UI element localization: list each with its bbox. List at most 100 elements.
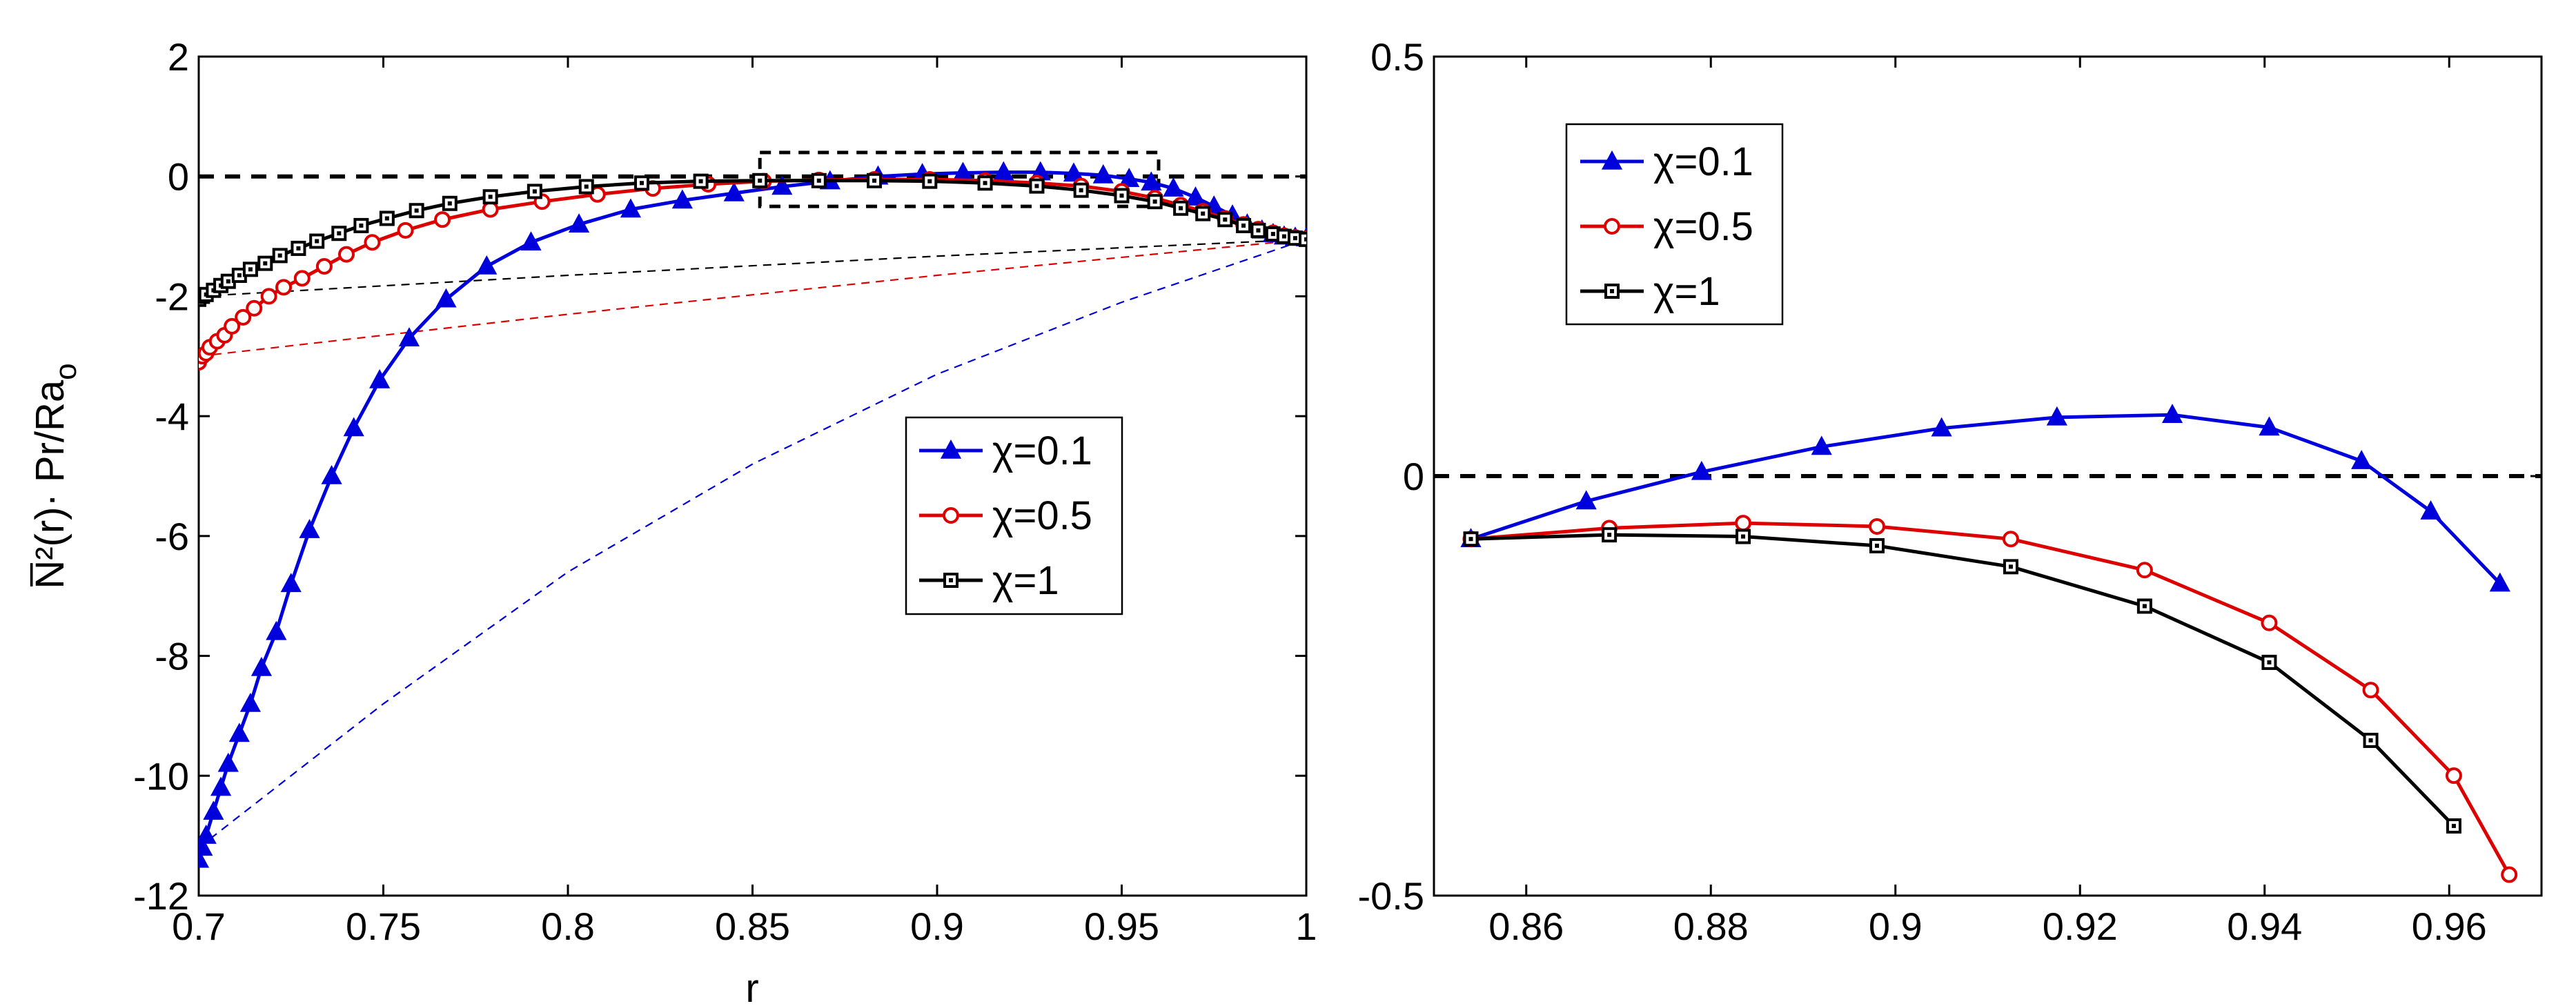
- right-data-point-chi-0-5: [2362, 682, 2379, 699]
- left-data-point-chi-0-1: [435, 288, 457, 308]
- right-data-point-chi-1-center: [1468, 537, 1473, 542]
- left-data-point-chi-0-1: [1185, 186, 1206, 206]
- left-y-axis-label: N̅²(r)· Pr/Rao: [28, 363, 83, 589]
- left-data-point-chi-0-1: [239, 693, 261, 712]
- left-thin-dashed-line-chi-1: [199, 238, 1306, 297]
- left-y-axis-label-subscript: o: [49, 363, 83, 379]
- left-data-point-chi-1-center: [1119, 193, 1124, 198]
- left-y-tick-label: -6: [155, 515, 189, 558]
- left-data-point-chi-0-5: [364, 234, 381, 251]
- right-legend: χ=0.1 χ=0.5 χ=1: [1565, 123, 1784, 326]
- left-data-point-chi-0-1: [280, 573, 302, 593]
- left-data-point-chi-0-5: [434, 211, 451, 228]
- left-x-tick-label: 0.9: [910, 905, 964, 948]
- right-legend-label-chi-0-5: χ=0.5: [1653, 204, 1753, 249]
- left-data-point-chi-0-1: [228, 722, 250, 742]
- left-chart-panel: 0.7 0.75 0.8 0.85 0.9 0.95 1 2 0 -2 -4 -6 -8 -10 -12 r…: [28, 35, 1317, 1006]
- right-data-point-chi-0-1: [2161, 404, 2183, 423]
- left-x-tick-label: 0.8: [541, 905, 595, 948]
- right-legend-label-chi-1: χ=1: [1653, 269, 1720, 314]
- left-data-point-chi-1-center: [698, 179, 703, 184]
- left-data-point-chi-1-center: [1179, 206, 1183, 210]
- left-y-tick-label: -10: [133, 754, 189, 798]
- right-data-point-chi-0-1: [1575, 490, 1597, 510]
- left-data-point-chi-1-center: [1079, 188, 1083, 193]
- left-data-point-chi-1-center: [315, 239, 319, 244]
- left-data-point-chi-0-5: [275, 279, 293, 296]
- left-data-point-chi-1-center: [1223, 217, 1228, 222]
- right-data-point-chi-0-5: [2261, 614, 2278, 631]
- left-thin-dashed-curves: [199, 238, 1306, 849]
- left-data-point-chi-0-1: [1063, 162, 1085, 182]
- left-data-point-chi-1-center: [758, 178, 763, 183]
- right-data-series: [1460, 404, 2518, 883]
- left-legend-label-chi-1: χ=1: [992, 558, 1059, 603]
- left-data-point-chi-1-center: [1256, 228, 1261, 233]
- right-data-point-chi-0-5: [1735, 515, 1752, 532]
- left-data-point-chi-1-center: [384, 216, 389, 221]
- left-y-tick-label: 0: [168, 155, 189, 199]
- left-data-point-chi-0-5: [260, 288, 277, 305]
- left-x-tick-label: 0.75: [346, 905, 421, 948]
- left-data-point-chi-1-center: [1241, 223, 1246, 228]
- left-data-point-chi-1-center: [263, 261, 268, 266]
- left-x-tick-label: 0.7: [172, 905, 226, 948]
- left-data-point-chi-1-center: [1034, 184, 1039, 188]
- left-data-point-chi-1-center: [1281, 234, 1286, 239]
- left-data-point-chi-0-1: [199, 825, 217, 844]
- left-data-point-chi-0-1: [1163, 177, 1184, 197]
- left-data-point-chi-0-1: [369, 368, 391, 388]
- right-data-point-chi-0-5: [2501, 866, 2518, 883]
- left-data-point-chi-0-1: [217, 752, 239, 772]
- left-legend-label-chi-0-1: χ=0.1: [992, 428, 1092, 473]
- left-data-point-chi-1-center: [414, 208, 419, 213]
- left-data-point-chi-0-1: [250, 656, 273, 676]
- right-data-point-chi-0-5: [2002, 531, 2019, 548]
- left-data-point-chi-0-1: [620, 198, 642, 218]
- left-series-chi-1: [199, 172, 1306, 307]
- left-data-point-chi-0-1: [398, 327, 420, 346]
- right-data-point-chi-1-center: [2142, 604, 2147, 609]
- left-data-point-chi-1-center: [447, 201, 452, 206]
- left-data-point-chi-1: [1299, 231, 1306, 247]
- right-y-tick-label: -0.5: [1358, 874, 1425, 918]
- right-data-point-chi-0-1: [2259, 416, 2280, 436]
- left-data-point-chi-0-1: [1141, 171, 1162, 191]
- left-data-point-chi-1-center: [1152, 199, 1157, 204]
- right-legend-marker-chi-1-center: [1610, 289, 1614, 293]
- right-data-point-chi-0-1: [2420, 500, 2441, 520]
- left-data-point-chi-0-5: [338, 246, 355, 263]
- left-data-point-chi-1-center: [640, 181, 644, 186]
- right-axis-ticks: 0.86 0.88 0.9 0.92 0.94 0.96 0.5 0 -0.5: [1358, 35, 2541, 948]
- left-data-point-chi-0-1: [520, 231, 542, 251]
- left-data-point-chi-0-1: [723, 181, 745, 201]
- left-legend-label-chi-0-5: χ=0.5: [992, 493, 1092, 538]
- left-legend-marker-chi-0-1: [940, 439, 962, 459]
- right-data-point-chi-1-center: [2451, 824, 2456, 829]
- left-data-point-chi-1-center: [983, 181, 987, 186]
- right-y-tick-label: 0.5: [1370, 35, 1424, 79]
- right-data-point-chi-0-5: [1869, 517, 1885, 535]
- left-data-point-chi-0-5: [224, 317, 241, 335]
- left-x-axis-label: r: [745, 966, 758, 1006]
- left-data-point-chi-0-1: [1092, 164, 1114, 184]
- left-y-tick-label: 2: [168, 35, 189, 79]
- left-y-axis-label-main: N̅²(r)· Pr/Ra: [28, 379, 72, 589]
- left-data-point-chi-0-1: [568, 213, 590, 233]
- left-y-tick-label: -12: [133, 874, 189, 918]
- right-x-tick-label: 0.86: [1488, 905, 1564, 948]
- left-data-point-chi-0-1: [771, 175, 793, 195]
- left-legend: χ=0.1 χ=0.5 χ=1: [905, 416, 1123, 615]
- left-x-tick-label: 0.85: [715, 905, 790, 948]
- left-data-point-chi-0-1: [1119, 168, 1140, 187]
- left-data-point-chi-1-center: [248, 267, 253, 272]
- right-data-point-chi-1-center: [2008, 564, 2013, 569]
- right-x-tick-label: 0.92: [2043, 905, 2118, 948]
- right-x-tick-label: 0.94: [2227, 905, 2302, 948]
- left-y-tick-label: -4: [155, 395, 189, 438]
- right-chart-panel: 0.86 0.88 0.9 0.92 0.94 0.960.50-0.5 χ=0.1χ=0…: [1358, 35, 2543, 948]
- left-x-tick-label: 1: [1295, 905, 1317, 948]
- right-data-point-chi-0-5: [2136, 562, 2153, 579]
- right-legend-marker-chi-0-1: [1601, 150, 1623, 170]
- left-y-tick-label: -2: [155, 275, 189, 318]
